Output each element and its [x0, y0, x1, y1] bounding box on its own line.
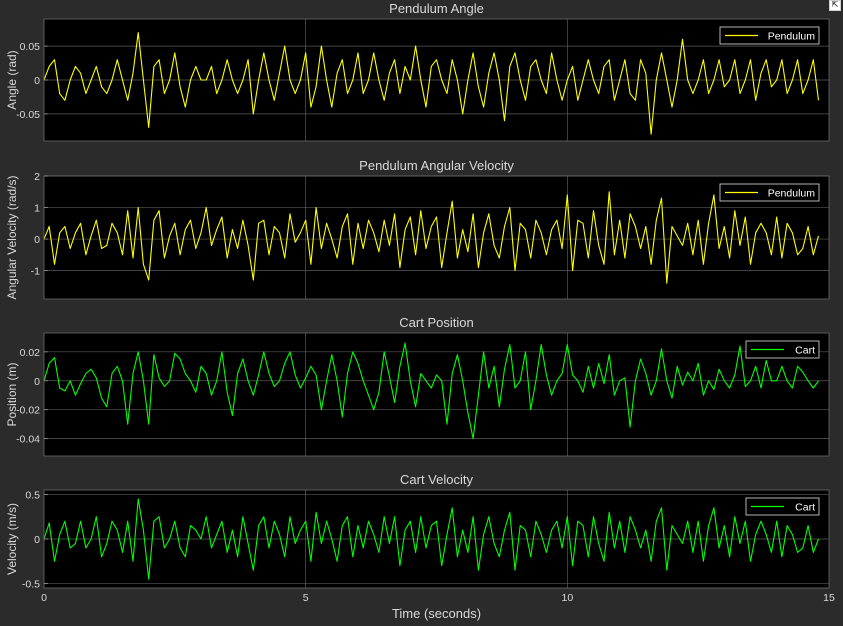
legend-label: Cart [795, 345, 815, 357]
y-tick-label: 0 [34, 75, 40, 87]
axes-2[interactable]: Pendulum Angular Velocity -1 0 1 2 Angular Ve… [5, 158, 830, 300]
series-line [43, 32, 820, 135]
legend[interactable]: Pendulum [719, 26, 820, 45]
y-axis-label: Angle (rad) [5, 50, 19, 109]
series-line [43, 342, 819, 440]
legend[interactable]: Pendulum [719, 183, 820, 202]
series-line [43, 498, 820, 580]
plot-area [44, 176, 829, 299]
y-axis-label: Position (m) [5, 362, 19, 426]
legend-box [719, 26, 820, 45]
x-tick-label: 5 [303, 592, 309, 604]
legend-box [719, 183, 820, 202]
axes-title: Cart Velocity [400, 472, 473, 487]
y-tick-label: 0 [34, 234, 40, 246]
y-axis-label: Velocity (m/s) [5, 503, 19, 575]
legend-label: Pendulum [768, 31, 816, 43]
legend-label: Pendulum [768, 188, 816, 200]
y-tick-label: -0.04 [16, 434, 40, 446]
legend-label: Cart [795, 502, 815, 514]
y-tick-label: 1 [34, 203, 40, 215]
legend[interactable]: Cart [745, 497, 820, 516]
y-tick-label: 0.05 [20, 41, 41, 53]
y-tick-label: 0.5 [25, 489, 40, 501]
y-tick-label: 0 [34, 376, 40, 388]
axes-title: Pendulum Angle [389, 1, 484, 16]
x-tick-label: 10 [561, 592, 573, 604]
restore-view-icon[interactable]: ⇱ [829, 0, 841, 11]
series-line [43, 191, 820, 284]
axes-title: Pendulum Angular Velocity [359, 158, 514, 173]
y-tick-label: -0.05 [16, 109, 40, 121]
x-tick-label: 15 [823, 592, 835, 604]
y-tick-label: -0.02 [16, 405, 40, 417]
y-tick-label: 2 [34, 171, 40, 183]
x-axis-label: Time (seconds) [392, 606, 481, 621]
y-tick-label: 0 [34, 534, 40, 546]
axes-title: Cart Position [399, 315, 473, 330]
y-tick-label: -0.5 [22, 579, 40, 591]
y-axis-label: Angular Velocity (rad/s) [5, 175, 19, 299]
y-tick-label: -1 [31, 266, 40, 278]
legend[interactable]: Cart [745, 340, 820, 359]
plot-area [44, 333, 829, 456]
y-tick-label: 0.02 [20, 347, 41, 359]
x-tick-label: 0 [41, 592, 47, 604]
axes-frame [43, 332, 830, 457]
axes-frame [43, 175, 830, 300]
